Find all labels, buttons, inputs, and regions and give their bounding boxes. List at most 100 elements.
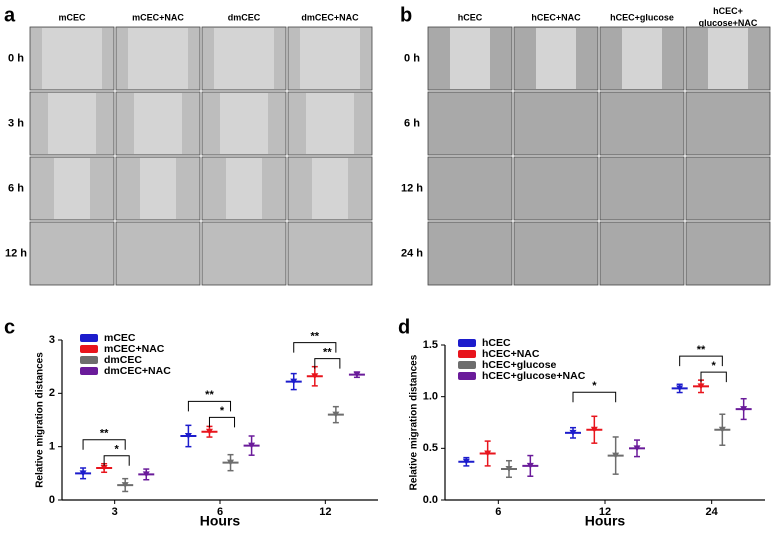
y-tick-label: 1.0 <box>423 391 438 403</box>
point <box>332 411 340 418</box>
x-tick-label: 12 <box>319 506 331 518</box>
y-tick-label: 0.0 <box>423 494 438 506</box>
point <box>100 465 108 471</box>
point <box>676 385 684 392</box>
column-label: mCEC <box>58 12 86 22</box>
point <box>121 482 129 489</box>
point <box>311 373 319 380</box>
significance-bracket <box>82 439 126 450</box>
y-tick-label: 0.5 <box>423 442 438 454</box>
row-label: 0 h <box>8 52 24 64</box>
y-axis-label: Relative migration distances <box>409 354 420 490</box>
legend-label: hCEC+glucose <box>482 359 557 371</box>
micrograph <box>427 221 513 286</box>
y-tick-label: 1 <box>49 441 55 453</box>
micrograph <box>599 156 685 221</box>
legend-label: hCEC+glucose+NAC <box>482 370 586 382</box>
wound-gap <box>214 28 274 89</box>
y-tick-label: 1.5 <box>423 339 438 351</box>
point <box>205 428 213 435</box>
point <box>248 442 256 449</box>
point <box>718 426 726 433</box>
column-label: dmCEC <box>228 12 261 22</box>
legend-swatch <box>80 367 98 375</box>
point <box>290 378 298 385</box>
point <box>227 459 235 466</box>
column-label: hCEC+ glucose+NAC <box>699 6 758 28</box>
y-axis-label: Relative migration distances <box>35 352 46 488</box>
micrograph <box>287 221 373 286</box>
point <box>740 406 748 413</box>
legend-swatch <box>80 356 98 364</box>
micrograph <box>427 91 513 156</box>
micrograph <box>513 156 599 221</box>
x-tick-label: 6 <box>495 506 501 518</box>
wound-gap <box>48 93 96 154</box>
legend-label: hCEC+NAC <box>482 348 540 360</box>
wound-gap <box>54 158 90 219</box>
micrograph <box>115 221 201 286</box>
wound-gap <box>134 93 182 154</box>
x-tick-label: 12 <box>599 506 611 518</box>
wound-gap <box>306 93 354 154</box>
micrograph <box>685 156 771 221</box>
micrograph <box>513 221 599 286</box>
significance-label: ** <box>697 344 706 356</box>
point <box>569 429 577 436</box>
significance-label: * <box>712 360 717 372</box>
significance-label: ** <box>311 331 320 343</box>
row-label: 12 h <box>5 247 27 259</box>
row-label: 24 h <box>401 247 423 259</box>
micrograph <box>513 91 599 156</box>
point <box>484 450 492 457</box>
significance-bracket <box>293 342 337 353</box>
x-tick-label: 24 <box>706 506 719 518</box>
row-label: 6 h <box>8 182 24 194</box>
point <box>184 433 192 439</box>
y-tick-label: 2 <box>49 387 55 399</box>
significance-label: * <box>592 380 597 392</box>
legend-swatch <box>80 345 98 353</box>
wound-gap <box>226 158 262 219</box>
panel-letter: c <box>4 316 15 338</box>
point <box>697 383 705 390</box>
micrograph <box>599 91 685 156</box>
micrograph <box>427 156 513 221</box>
significance-bracket <box>700 371 727 383</box>
point <box>590 426 598 433</box>
significance-label: * <box>115 444 120 456</box>
legend-label: dmCEC <box>104 354 142 366</box>
x-tick-label: 6 <box>217 506 223 518</box>
legend-label: hCEC <box>482 337 511 349</box>
significance-bracket <box>679 355 723 367</box>
x-axis-label: Hours <box>200 513 241 529</box>
column-label: dmCEC+NAC <box>301 12 359 22</box>
point <box>505 466 513 472</box>
legend-label: mCEC+NAC <box>104 343 165 355</box>
point <box>142 471 150 478</box>
significance-bracket <box>572 391 617 403</box>
point <box>612 452 620 459</box>
significance-label: ** <box>100 428 109 440</box>
significance-bracket <box>208 416 236 428</box>
wound-gap <box>536 28 576 89</box>
point <box>79 470 87 477</box>
panel-letter: d <box>398 316 410 338</box>
significance-label: * <box>220 405 225 417</box>
legend-swatch <box>458 350 476 358</box>
wound-gap <box>622 28 662 89</box>
row-label: 3 h <box>8 117 24 129</box>
legend-swatch <box>80 334 98 342</box>
wound-gap <box>220 93 268 154</box>
y-tick-label: 0 <box>49 494 55 506</box>
significance-label: ** <box>205 389 214 401</box>
panel-letter: b <box>400 4 412 26</box>
row-label: 6 h <box>404 117 420 129</box>
significance-bracket <box>103 455 130 466</box>
point <box>353 371 361 378</box>
point <box>526 462 534 469</box>
significance-label: ** <box>323 347 332 359</box>
legend-swatch <box>458 361 476 369</box>
wound-gap <box>140 158 176 219</box>
column-label: hCEC+glucose <box>610 12 674 22</box>
